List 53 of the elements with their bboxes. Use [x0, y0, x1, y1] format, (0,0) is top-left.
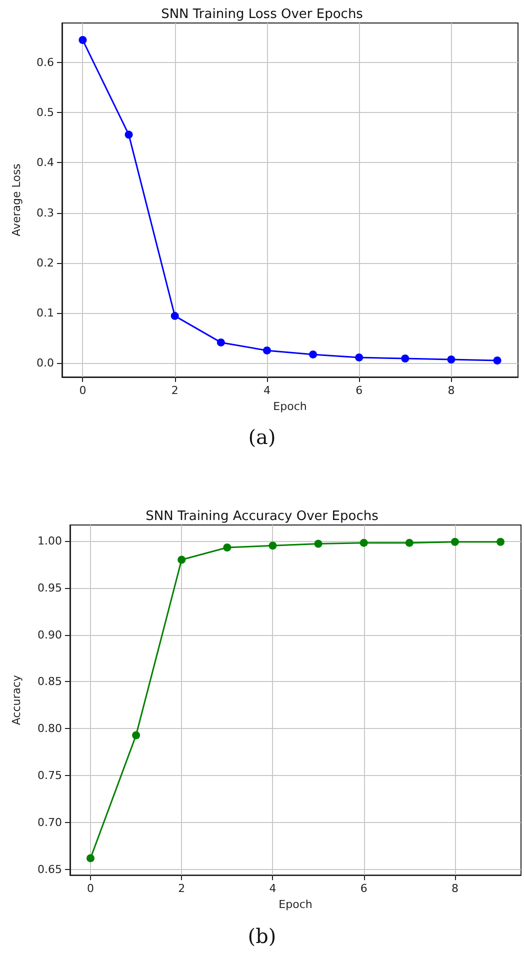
- point: [447, 355, 456, 364]
- y-tick-label: 0.0: [36, 356, 54, 370]
- x-tick-label: 2: [171, 384, 178, 397]
- y-tick-label: 0.70: [38, 816, 62, 830]
- y-tick-label: 0.75: [38, 769, 62, 782]
- x-tick-label: 8: [451, 882, 458, 896]
- point: [86, 854, 94, 862]
- y-tick-label: 0.4: [36, 156, 54, 170]
- point: [450, 538, 459, 546]
- point: [124, 130, 133, 139]
- text: (b): [246, 924, 278, 948]
- y-tick-label: 0.90: [38, 628, 62, 642]
- point: [78, 36, 87, 44]
- point: [170, 312, 179, 320]
- y-tick-label: 0.3: [36, 206, 54, 220]
- x-tick-label: 0: [79, 384, 86, 397]
- point: [223, 544, 232, 552]
- y-tick-label: 0.80: [38, 722, 62, 736]
- y-tick-label: 0.85: [38, 675, 62, 688]
- point: [360, 538, 368, 547]
- point: [216, 338, 225, 346]
- y-tick-label: 0.65: [38, 862, 62, 876]
- point: [132, 731, 140, 740]
- point: [496, 538, 504, 546]
- y-tick-label: 0.1: [36, 306, 54, 320]
- y-tick-label: 0.95: [38, 581, 62, 594]
- x-tick-label: 0: [87, 882, 94, 896]
- y-tick-label: 0.5: [36, 106, 54, 120]
- x-tick-label: 4: [263, 384, 270, 397]
- x-axis-title: Epoch: [273, 400, 307, 413]
- x-tick-label: 4: [269, 882, 276, 896]
- point: [178, 556, 186, 564]
- x-tick-label: 2: [178, 882, 186, 896]
- text: (a): [247, 425, 277, 449]
- x-tick-label: 8: [448, 384, 455, 397]
- point: [262, 346, 271, 354]
- point: [355, 353, 364, 362]
- x-tick-label: 6: [360, 882, 368, 896]
- x-axis-title: Epoch: [278, 898, 312, 911]
- point: [309, 350, 318, 358]
- point: [493, 356, 502, 364]
- point: [314, 540, 322, 548]
- y-axis-title: Average Loss: [10, 163, 23, 236]
- point: [401, 354, 410, 362]
- y-tick-label: 0.6: [36, 56, 54, 70]
- y-axis-title: Accuracy: [10, 674, 23, 726]
- point: [268, 542, 277, 550]
- chart-title: SNN Training Loss Over Epochs: [161, 7, 364, 22]
- y-tick-label: 1.00: [38, 534, 62, 548]
- chart-title: SNN Training Accuracy Over Epochs: [146, 509, 379, 524]
- x-tick-label: 6: [356, 384, 363, 397]
- y-tick-label: 0.2: [36, 256, 54, 270]
- point: [405, 538, 414, 547]
